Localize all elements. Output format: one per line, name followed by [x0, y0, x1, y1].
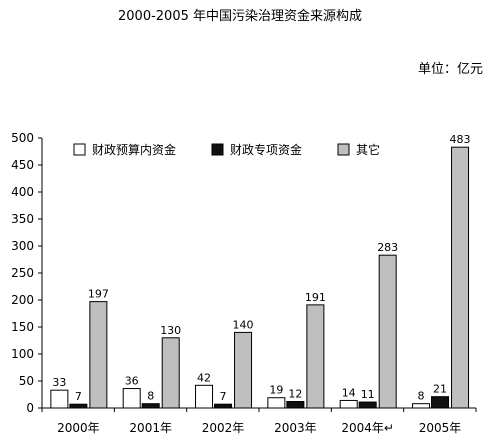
legend-label: 财政预算内资金 [92, 142, 176, 157]
data-label: 7 [75, 390, 82, 403]
bar-special [431, 396, 450, 409]
y-tick-label: 150 [11, 320, 34, 334]
data-label: 33 [52, 376, 66, 389]
y-tick-label: 450 [11, 158, 34, 172]
unit-label: 单位：亿元 [418, 62, 483, 77]
bar-special [358, 401, 377, 409]
bar-special [214, 403, 233, 409]
x-tick-label: 2002年 [202, 421, 245, 435]
y-tick-label: 350 [11, 212, 34, 226]
x-tick-label: 2003年 [274, 421, 317, 435]
bar-special [286, 401, 305, 409]
bar-other [89, 301, 108, 409]
data-label: 12 [288, 388, 302, 401]
data-label: 42 [197, 371, 211, 384]
data-label: 8 [418, 390, 425, 403]
bar-budget [122, 388, 141, 409]
bar-special [69, 403, 88, 409]
data-label: 130 [160, 324, 181, 337]
chart-title: 2000-2005 年中国污染治理资金来源构成 [118, 8, 362, 24]
y-tick-label: 250 [11, 266, 34, 280]
data-label: 140 [233, 318, 254, 331]
y-tick-label: 300 [11, 239, 34, 253]
bar-other [161, 337, 180, 409]
bar-budget [50, 389, 69, 409]
y-tick-label: 200 [11, 293, 34, 307]
bar-other [306, 304, 325, 409]
bar-other [451, 146, 470, 409]
y-tick-label: 100 [11, 347, 34, 361]
data-label: 14 [342, 386, 356, 399]
bar-other [378, 254, 397, 409]
bar-budget [195, 384, 214, 409]
axes: 0 50 100 150 200 250 300 350 400 450 500 2000年 2001年… [11, 131, 477, 435]
data-label: 283 [377, 241, 398, 254]
bar-budget [412, 403, 431, 409]
data-label: 19 [269, 384, 283, 397]
x-tick-label: 2000年 [57, 421, 100, 435]
data-label: 8 [147, 390, 154, 403]
data-label: 197 [88, 288, 109, 301]
bar-budget [267, 397, 286, 409]
y-tick-label: 0 [26, 401, 34, 415]
x-tick-label: 2004年↵ [341, 421, 394, 435]
legend-label: 其它 [356, 142, 380, 157]
y-tick-label: 500 [11, 131, 34, 145]
data-label: 191 [305, 291, 326, 304]
x-tick-label: 2005年 [419, 421, 462, 435]
data-label: 11 [361, 388, 375, 401]
x-tick-label: 2001年 [129, 421, 172, 435]
y-tick-label: 50 [19, 374, 34, 388]
y-tick-label: 400 [11, 185, 34, 199]
legend-swatch [211, 143, 224, 156]
legend-label: 财政专项资金 [230, 142, 302, 157]
data-label: 7 [220, 390, 227, 403]
legend: 财政预算内资金 财政专项资金 其它 [73, 142, 380, 157]
legend-swatch [337, 143, 350, 156]
data-label: 483 [450, 133, 471, 146]
data-label: 36 [125, 375, 139, 388]
bar-other [234, 331, 253, 409]
bars: 33 7 197 36 8 130 42 7 140 19 12 191 14 11 283 8 21 483 [50, 133, 471, 409]
bar-special [141, 403, 160, 409]
legend-swatch [73, 143, 86, 156]
data-label: 21 [433, 383, 447, 396]
bar-budget [339, 399, 358, 409]
